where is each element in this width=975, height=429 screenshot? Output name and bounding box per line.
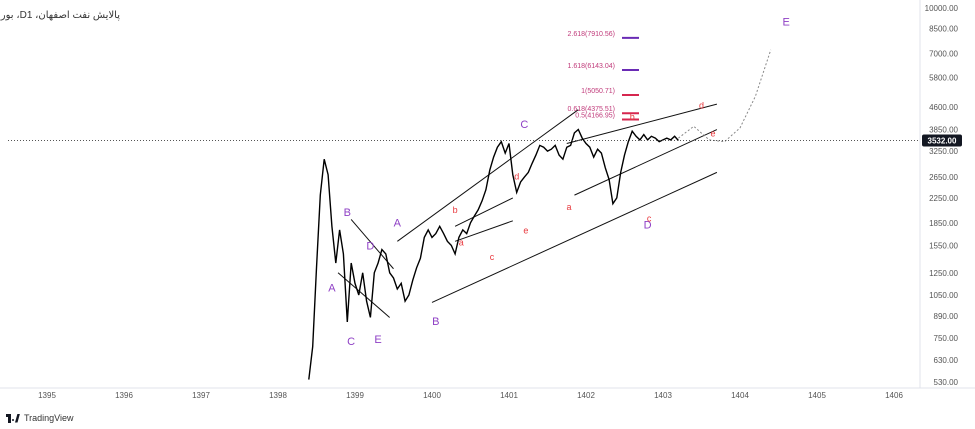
trendlines xyxy=(337,103,718,318)
projection-line xyxy=(678,49,772,143)
wave-label: c xyxy=(490,252,495,262)
y-tick-label: 1250.00 xyxy=(929,269,958,278)
fib-levels: 2.618(7910.56) 1.618(6143.04) 1(5050.71) 0.… xyxy=(568,31,639,121)
y-tick-label: 3250.00 xyxy=(929,147,958,156)
wave-label: A xyxy=(328,282,336,294)
y-tick-label: 3850.00 xyxy=(929,126,958,135)
x-axis-ticks: 1395 1396 1397 1398 1399 1400 1401 1402 1403 1404… xyxy=(38,391,903,400)
trendline xyxy=(566,103,718,144)
x-tick-label: 1396 xyxy=(115,391,133,400)
tradingview-logo-icon xyxy=(6,413,20,423)
x-tick-label: 1403 xyxy=(654,391,672,400)
x-tick-label: 1399 xyxy=(346,391,364,400)
wave-label: a xyxy=(567,202,572,212)
fib-level-label: 1.618(6143.04) xyxy=(568,63,615,70)
trendline xyxy=(397,109,579,242)
y-tick-label: 8500.00 xyxy=(929,25,958,34)
trendline xyxy=(574,129,718,196)
wave-label: A xyxy=(394,217,402,229)
wave-label: C xyxy=(347,336,355,348)
y-tick-label: 630.00 xyxy=(934,356,959,365)
y-axis-ticks: 10000.00 8500.00 7000.00 5800.00 4600.00 3850… xyxy=(925,4,959,387)
current-price-text: 3532.00 xyxy=(928,137,957,146)
wave-label: d xyxy=(699,100,704,110)
wave-labels: B A D C E A B C D Eb a c d e a b c d e xyxy=(328,17,790,348)
y-tick-label: 4600.00 xyxy=(929,103,958,112)
x-tick-label: 1400 xyxy=(423,391,441,400)
y-tick-label: 5800.00 xyxy=(929,73,958,82)
wave-label: b xyxy=(630,112,635,122)
wave-label: B xyxy=(432,316,439,328)
x-tick-label: 1406 xyxy=(885,391,903,400)
y-tick-label: 750.00 xyxy=(934,334,959,343)
x-tick-label: 1398 xyxy=(269,391,287,400)
x-tick-label: 1402 xyxy=(577,391,595,400)
wave-label: D xyxy=(366,241,374,253)
y-tick-label: 1550.00 xyxy=(929,241,958,250)
price-series xyxy=(308,49,772,380)
wave-label: c xyxy=(647,213,652,223)
trendline xyxy=(350,219,394,270)
y-tick-label: 1850.00 xyxy=(929,219,958,228)
y-tick-label: 1050.00 xyxy=(929,291,958,300)
y-tick-label: 2650.00 xyxy=(929,173,958,182)
fib-level-label: 0.618(4375.51) xyxy=(568,106,615,113)
trendline xyxy=(337,272,390,318)
x-tick-label: 1401 xyxy=(500,391,518,400)
wave-label: a xyxy=(459,237,464,247)
trendline xyxy=(454,197,514,227)
y-tick-label: 10000.00 xyxy=(925,4,959,13)
current-price-tag: 3532.00 xyxy=(8,134,962,147)
current-price-badge xyxy=(922,134,962,147)
fib-level-label: 0.5(4166.95) xyxy=(575,112,615,119)
fib-level-label: 2.618(7910.56) xyxy=(568,31,615,38)
wave-label: D xyxy=(644,219,652,231)
x-tick-label: 1404 xyxy=(731,391,749,400)
wave-label: e xyxy=(711,128,716,138)
y-tick-label: 530.00 xyxy=(934,378,959,387)
y-tick-label: 2250.00 xyxy=(929,194,958,203)
footer-brand: TradingView xyxy=(24,413,74,423)
footer: TradingView xyxy=(6,413,74,423)
y-tick-label: 890.00 xyxy=(934,312,959,321)
wave-label: d xyxy=(514,172,519,182)
wave-label: C xyxy=(520,119,528,131)
fib-level-label: 1(5050.71) xyxy=(581,88,615,95)
x-tick-label: 1395 xyxy=(38,391,56,400)
x-tick-label: 1405 xyxy=(808,391,826,400)
trendline xyxy=(431,171,718,303)
wave-label: B xyxy=(344,207,351,219)
wave-label: E xyxy=(374,334,381,346)
y-tick-label: 7000.00 xyxy=(929,49,958,58)
wave-label: b xyxy=(453,205,458,215)
x-tick-label: 1397 xyxy=(192,391,210,400)
price-line xyxy=(308,128,679,380)
wave-label: E xyxy=(783,17,790,29)
wave-label: e xyxy=(523,226,528,236)
trendline xyxy=(454,220,514,242)
chart-title: بورس ،Dپالایش نفت اصفهان، 1 xyxy=(0,10,120,21)
